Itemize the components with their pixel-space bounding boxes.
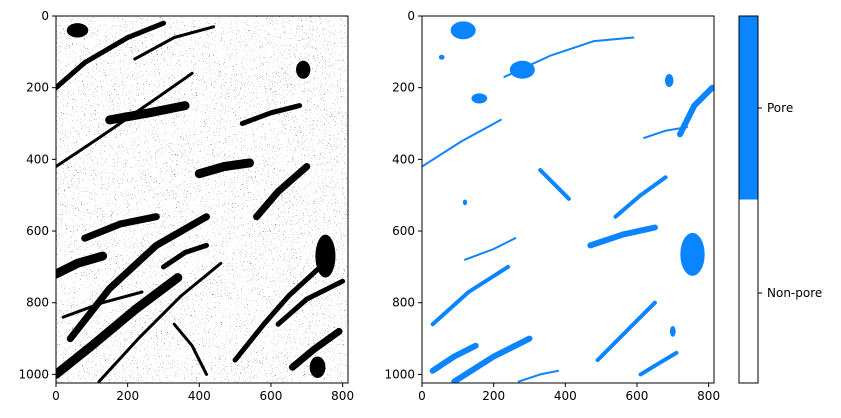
x-tick-label: 400 xyxy=(554,389,577,403)
pore-region xyxy=(451,335,533,383)
pore-region xyxy=(677,84,714,138)
y-tick-label: 800 xyxy=(392,296,415,310)
left-x-axis: 0 200 400 600 800 xyxy=(52,383,354,403)
dark-streak xyxy=(56,273,183,379)
dark-streak xyxy=(253,163,311,221)
pore-region xyxy=(643,126,689,139)
dark-streak xyxy=(194,158,254,179)
x-tick-label: 0 xyxy=(418,389,426,403)
dark-streak xyxy=(289,327,343,371)
dark-streak xyxy=(81,213,160,242)
y-tick-label: 200 xyxy=(26,81,49,95)
dark-blob xyxy=(315,234,336,278)
y-tick-label: 200 xyxy=(392,81,415,95)
pore-blob xyxy=(462,199,468,206)
pore-map-panel: 0 200 400 600 800 0 200 400 600 800 1000 xyxy=(384,9,720,403)
x-tick-label: 600 xyxy=(260,389,283,403)
y-tick-label: 400 xyxy=(26,152,49,166)
y-tick-label: 0 xyxy=(41,9,49,23)
colorbar-frame xyxy=(738,15,759,384)
y-tick-label: 800 xyxy=(26,296,49,310)
pore-blob xyxy=(509,60,535,79)
dark-streak xyxy=(172,322,208,376)
dark-blob xyxy=(296,60,311,79)
y-tick-label: 600 xyxy=(392,224,415,238)
y-tick-label: 0 xyxy=(407,9,415,23)
dark-streak xyxy=(56,251,108,279)
dark-streak xyxy=(61,290,144,319)
x-tick-label: 600 xyxy=(626,389,649,403)
x-tick-label: 800 xyxy=(331,389,354,403)
dark-streak xyxy=(66,213,210,343)
right-x-axis: 0 200 400 600 800 xyxy=(418,383,720,403)
pore-region xyxy=(638,350,679,377)
pore-map-frame xyxy=(421,15,715,384)
y-tick-label: 1000 xyxy=(18,367,49,381)
pore-region xyxy=(517,369,560,383)
dark-streak xyxy=(232,257,331,363)
y-tick-label: 1000 xyxy=(384,367,415,381)
colorbar-label-nonpore: Non-pore xyxy=(767,286,822,300)
pore-blob xyxy=(471,93,488,104)
x-tick-label: 200 xyxy=(482,389,505,403)
dark-blob xyxy=(309,356,326,378)
pore-blob xyxy=(438,54,445,60)
colorbar-label-pore: Pore xyxy=(767,101,793,115)
pore-blob xyxy=(450,21,476,40)
right-y-axis: 0 200 400 600 800 1000 xyxy=(384,9,422,381)
colorbar-pore-segment xyxy=(739,16,758,200)
dark-streak xyxy=(161,242,209,270)
pore-blob xyxy=(669,326,676,337)
pore-region xyxy=(595,300,657,363)
dark-blob xyxy=(66,23,89,38)
pore-region xyxy=(587,224,658,249)
dark-streak xyxy=(275,278,346,327)
dark-streak xyxy=(97,261,223,383)
binary-image-panel: 0 200 400 600 800 0 200 400 600 800 1000 xyxy=(18,9,354,403)
pore-region xyxy=(613,175,668,219)
pore-region xyxy=(430,264,510,327)
pore-region xyxy=(429,342,479,374)
dark-streak xyxy=(56,20,166,91)
pore-blob xyxy=(664,74,674,87)
pore-regions xyxy=(422,21,714,383)
colorbar: Pore Non-pore xyxy=(738,15,822,384)
x-tick-label: 400 xyxy=(188,389,211,403)
binary-image-frame xyxy=(55,15,349,384)
x-tick-label: 800 xyxy=(697,389,720,403)
x-tick-label: 0 xyxy=(52,389,60,403)
x-tick-label: 200 xyxy=(116,389,139,403)
dark-streaks xyxy=(56,20,346,383)
dark-streak xyxy=(105,101,190,125)
left-y-axis: 0 200 400 600 800 1000 xyxy=(18,9,56,381)
colorbar-nonpore-segment xyxy=(739,199,758,383)
dark-streak xyxy=(239,103,303,126)
y-tick-label: 400 xyxy=(392,152,415,166)
pore-blob xyxy=(680,232,705,276)
pore-region xyxy=(422,118,502,168)
pore-region xyxy=(464,237,517,261)
y-tick-label: 600 xyxy=(26,224,49,238)
dark-streak xyxy=(133,25,216,61)
pore-region xyxy=(538,168,571,201)
